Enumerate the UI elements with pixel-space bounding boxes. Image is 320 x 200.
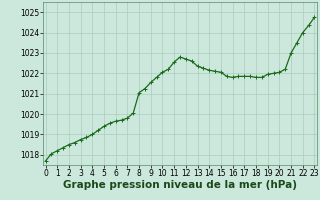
X-axis label: Graphe pression niveau de la mer (hPa): Graphe pression niveau de la mer (hPa): [63, 180, 297, 190]
